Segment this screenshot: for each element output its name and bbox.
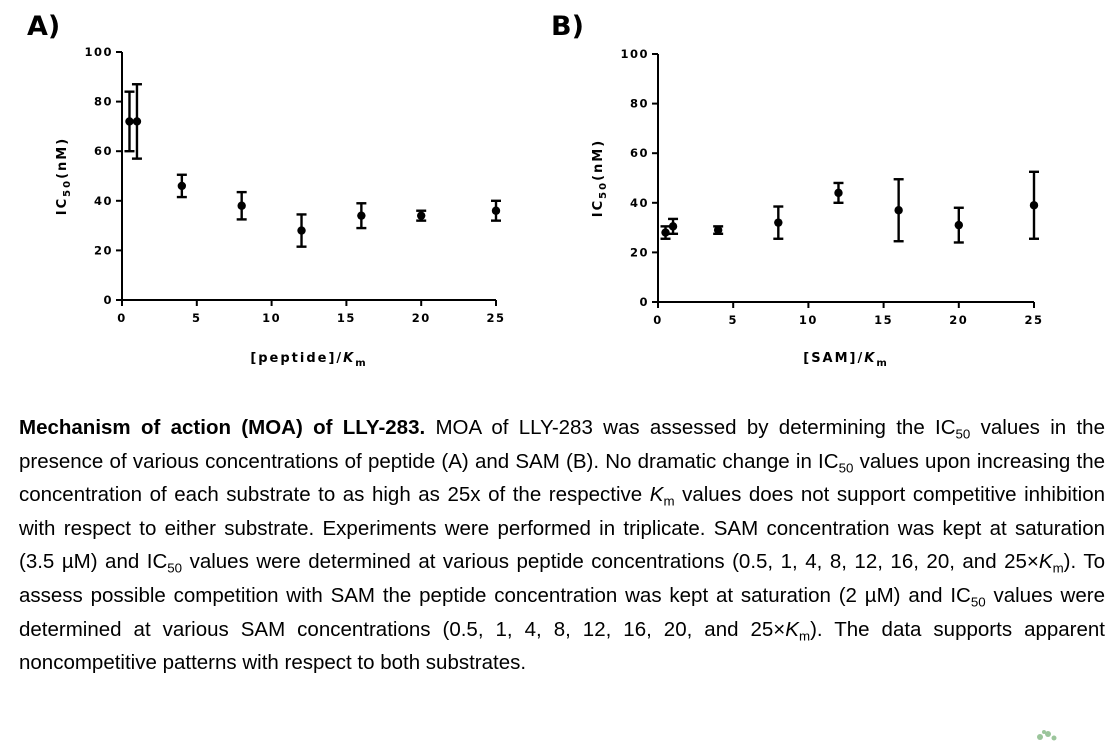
data-point [713, 225, 723, 235]
data-point [125, 117, 134, 126]
x-tick-label: 0 [653, 313, 663, 327]
y-tick-label: 100 [84, 45, 113, 59]
x-tick-label: 10 [262, 311, 281, 325]
y-tick-label: 80 [630, 97, 649, 111]
y-axis-label: IC50(nM) [55, 137, 73, 215]
y-tick-label: 20 [630, 245, 649, 259]
data-point [491, 206, 501, 215]
x-tick-label: 5 [192, 311, 202, 325]
data-point [357, 211, 366, 220]
panel-label-a: A) [27, 11, 61, 42]
x-tick-label: 20 [412, 311, 431, 325]
data-point [894, 206, 903, 215]
caption-text: values does not support competitive inhi… [19, 483, 1105, 574]
figure-caption: Mechanism of action (MOA) of LLY-283. MO… [19, 411, 1105, 680]
y-tick-label: 40 [94, 194, 113, 208]
data-point [661, 228, 670, 237]
x-tick-label: 5 [728, 313, 738, 327]
data-point [774, 218, 783, 227]
x-tick-label: 25 [486, 311, 505, 325]
x-tick-label: 20 [949, 313, 968, 327]
x-tick-label: 0 [117, 311, 127, 325]
x-tick-label: 15 [337, 311, 356, 325]
y-axis-label: IC50(nM) [591, 139, 609, 217]
x-axis-label: [peptide]/Km [250, 351, 367, 369]
y-tick-label: 20 [94, 243, 113, 257]
caption-text: values were determined at various peptid… [182, 550, 1039, 574]
caption-text: MOA of LLY-283 was assessed by determini… [425, 416, 956, 439]
x-tick-label: 25 [1024, 313, 1043, 327]
caption-subscript: 50 [970, 594, 986, 610]
data-point [954, 220, 963, 230]
caption-km-symbol: K [1038, 550, 1053, 574]
caption-text: ). The data supports apparent noncompeti… [19, 617, 1105, 675]
panel-label-b: B) [551, 11, 584, 42]
caption-text: ). To assess possible competition with S… [19, 550, 1105, 607]
caption-subscript: m [663, 493, 675, 509]
y-tick-label: 100 [620, 47, 649, 61]
caption-subscript: 50 [167, 561, 183, 577]
caption-title: Mechanism of action (MOA) of LLY-283. [19, 416, 426, 439]
caption-text: values were determined at various SAM co… [19, 583, 1105, 641]
y-tick-label: 80 [94, 95, 113, 109]
caption-subscript: m [798, 628, 811, 644]
y-tick-label: 40 [630, 196, 649, 210]
y-tick-label: 60 [94, 144, 113, 158]
data-point [417, 211, 426, 220]
x-tick-label: 15 [874, 313, 893, 327]
caption-text: values upon increasing the concentration… [19, 449, 1105, 507]
y-tick-label: 60 [630, 146, 649, 160]
caption-subscript: m [1052, 561, 1064, 577]
data-point [177, 181, 187, 191]
data-point [1029, 201, 1039, 210]
caption-text: values in the presence of various concen… [19, 416, 1105, 473]
data-point [668, 222, 678, 231]
data-point [132, 117, 142, 126]
data-point [834, 188, 843, 198]
caption-subscript: 50 [955, 426, 971, 442]
x-tick-label: 10 [799, 313, 818, 327]
y-tick-label: 0 [639, 295, 649, 309]
caption-km-symbol: K [649, 483, 664, 507]
caption-subscript: 50 [838, 460, 854, 476]
y-tick-label: 0 [103, 293, 113, 307]
caption-km-symbol: K [785, 617, 799, 641]
data-point [237, 201, 246, 210]
data-point [297, 226, 306, 235]
x-axis-label: [SAM]/Km [803, 351, 889, 369]
leaf-logo-icon [1037, 730, 1057, 741]
